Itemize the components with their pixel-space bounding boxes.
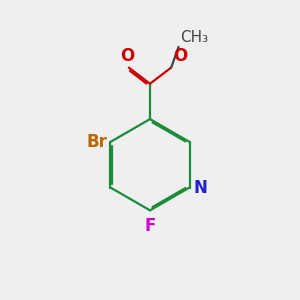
Text: O: O [120,47,134,65]
Text: N: N [194,178,208,196]
Text: Br: Br [86,133,107,151]
Text: O: O [173,47,187,65]
Text: CH₃: CH₃ [180,31,208,46]
Text: F: F [144,217,156,235]
